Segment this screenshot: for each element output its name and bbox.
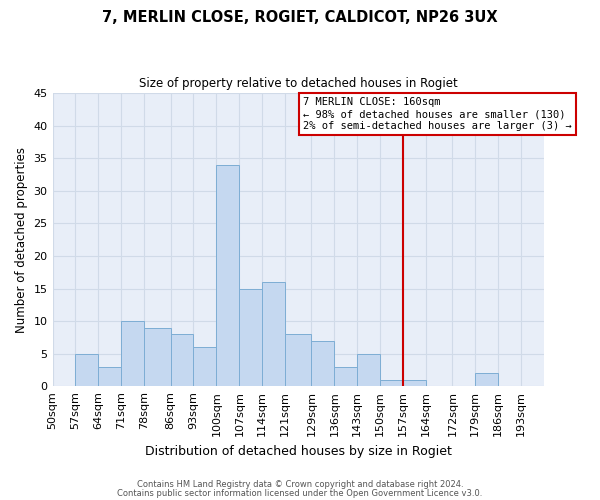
Text: 7 MERLIN CLOSE: 160sqm
← 98% of detached houses are smaller (130)
2% of semi-det: 7 MERLIN CLOSE: 160sqm ← 98% of detached… — [303, 98, 572, 130]
Bar — [239, 288, 262, 386]
Bar — [475, 374, 498, 386]
Bar — [217, 164, 239, 386]
Bar — [98, 367, 121, 386]
Bar — [358, 354, 380, 386]
Bar — [121, 321, 144, 386]
Bar — [285, 334, 311, 386]
Bar — [380, 380, 403, 386]
Text: 7, MERLIN CLOSE, ROGIET, CALDICOT, NP26 3UX: 7, MERLIN CLOSE, ROGIET, CALDICOT, NP26 … — [102, 10, 498, 25]
Y-axis label: Number of detached properties: Number of detached properties — [15, 146, 28, 332]
Bar — [193, 347, 217, 387]
Text: Contains HM Land Registry data © Crown copyright and database right 2024.: Contains HM Land Registry data © Crown c… — [137, 480, 463, 489]
Bar — [76, 354, 98, 386]
Bar — [170, 334, 193, 386]
Bar — [144, 328, 170, 386]
Bar — [311, 340, 334, 386]
Bar — [334, 367, 358, 386]
Text: Contains public sector information licensed under the Open Government Licence v3: Contains public sector information licen… — [118, 488, 482, 498]
Bar — [403, 380, 426, 386]
Title: Size of property relative to detached houses in Rogiet: Size of property relative to detached ho… — [139, 78, 458, 90]
Bar — [262, 282, 285, 387]
X-axis label: Distribution of detached houses by size in Rogiet: Distribution of detached houses by size … — [145, 444, 452, 458]
